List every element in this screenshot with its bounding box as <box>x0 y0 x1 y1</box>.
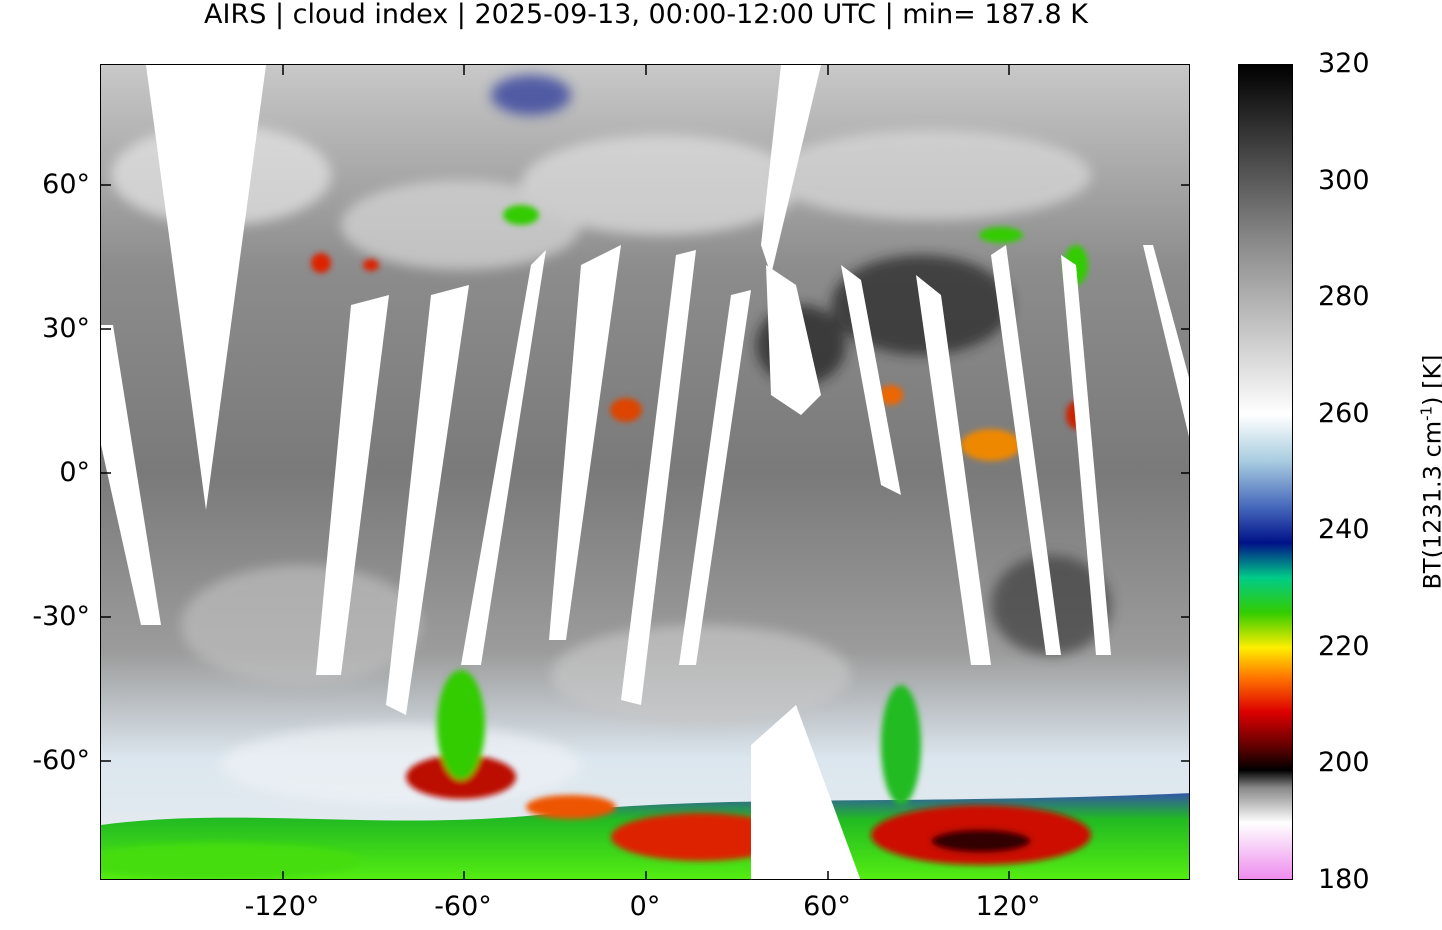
x-tick-label: 0° <box>629 891 661 922</box>
colorbar <box>1238 64 1293 880</box>
colorbar-tick-label: 300 <box>1318 165 1370 196</box>
orbit-swath-gaps <box>101 65 1189 879</box>
colorbar-tick-label: 200 <box>1318 747 1370 778</box>
colorbar-tick-label: 220 <box>1318 631 1370 662</box>
brightness-temperature-map <box>100 64 1190 880</box>
axis-ticks <box>101 65 1189 879</box>
x-tick-label: -60° <box>434 891 492 922</box>
colorbar-tick-label: 180 <box>1318 864 1370 895</box>
map-canvas <box>101 65 1189 879</box>
x-tick-label: 60° <box>803 891 851 922</box>
y-tick-label: 0° <box>59 457 90 488</box>
colorbar-tick-label: 260 <box>1318 398 1370 429</box>
plot-title: AIRS | cloud index | 2025-09-13, 00:00-1… <box>204 0 1088 30</box>
colorbar-title: BT(1231.3 cm-1) [K] <box>1417 354 1442 590</box>
y-tick-label: -60° <box>32 745 90 776</box>
y-tick-label: 30° <box>42 313 90 344</box>
x-tick-label: -120° <box>244 891 320 922</box>
colorbar-tick-label: 320 <box>1318 48 1370 79</box>
y-tick-label: 60° <box>42 169 90 200</box>
x-tick-label: 120° <box>975 891 1041 922</box>
colorbar-gradient <box>1239 65 1292 879</box>
y-tick-label: -30° <box>32 601 90 632</box>
colorbar-tick-label: 240 <box>1318 514 1370 545</box>
colorbar-tick-label: 280 <box>1318 281 1370 312</box>
